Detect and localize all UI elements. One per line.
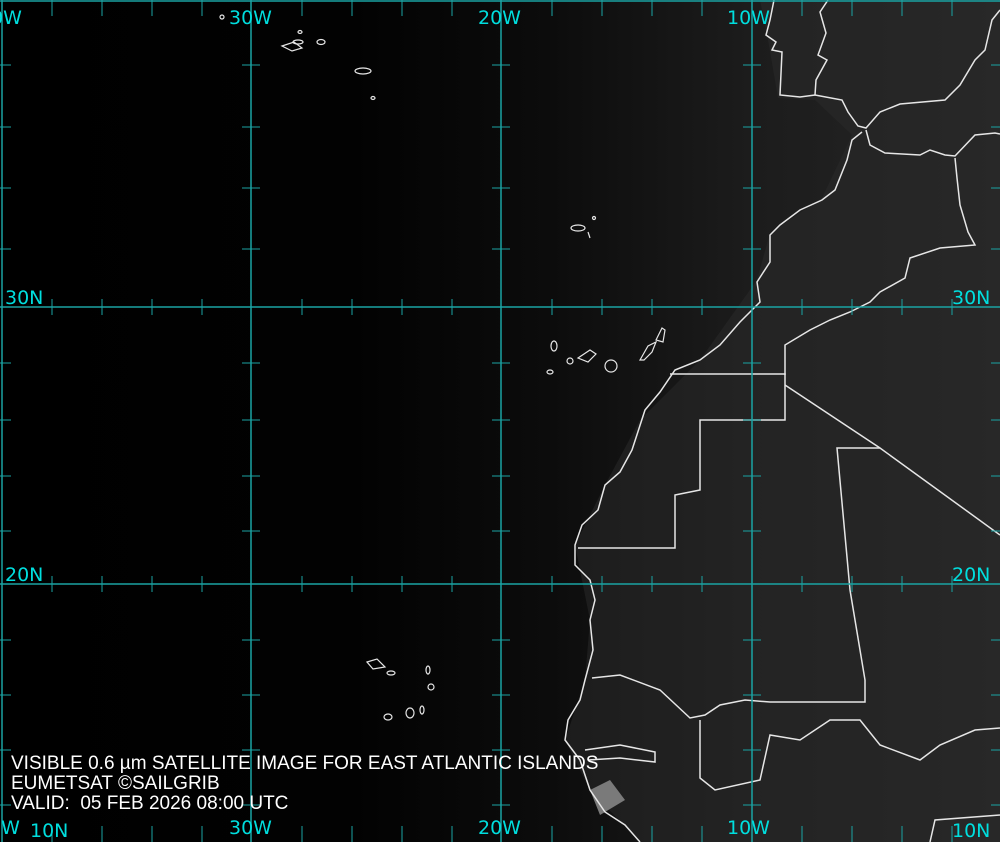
left-lat-label-10n: 10N	[30, 820, 69, 842]
bottom-lon-label-10w: 10W	[727, 817, 770, 839]
azores-islands	[219, 14, 376, 101]
bottom-lon-label-40w: 40W	[0, 817, 20, 839]
valid-time-caption: VALID: 05 FEB 2026 08:00 UTC	[11, 793, 289, 814]
portugal-spain-border	[814, 0, 829, 96]
top-lon-label-10w: 10W	[727, 7, 770, 29]
canary-islands	[546, 327, 666, 375]
left-lat-label-20n: 20N	[5, 564, 44, 586]
right-lat-label-30n: 30N	[952, 287, 991, 309]
credit-caption: EUMETSAT ©SAILGRIB	[11, 773, 220, 794]
right-lat-label-20n: 20N	[952, 564, 991, 586]
africa-atlantic-coast	[564, 131, 863, 842]
morocco-algeria-border	[784, 157, 977, 375]
cape-verde-islands	[365, 658, 435, 721]
product-caption: VISIBLE 0.6 µm SATELLITE IMAGE FOR EAST …	[11, 753, 599, 774]
mali-border	[591, 447, 880, 719]
guinea-border	[699, 719, 1000, 791]
right-lat-label-10n: 10N	[952, 820, 991, 842]
bottom-lon-label-20w: 20W	[478, 817, 521, 839]
south-border	[929, 814, 1000, 842]
left-lat-label-30n: 30N	[5, 287, 44, 309]
gambia-border	[584, 744, 656, 763]
western-sahara-border	[578, 373, 786, 549]
iberia-coast	[765, 0, 1000, 129]
top-lon-label-40w: 40W	[0, 7, 22, 29]
bottom-lon-label-30w: 30W	[229, 817, 272, 839]
madeira-islands	[570, 215, 597, 239]
bijagos-islands	[590, 780, 625, 815]
top-lon-label-20w: 20W	[478, 7, 521, 29]
top-lon-label-30w: 30W	[229, 7, 272, 29]
morocco-med-coast	[865, 129, 1000, 157]
